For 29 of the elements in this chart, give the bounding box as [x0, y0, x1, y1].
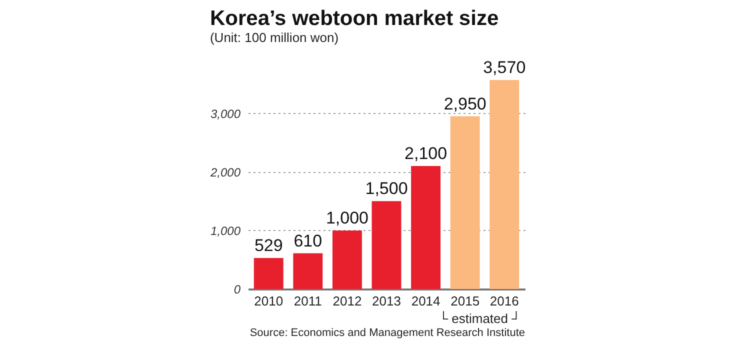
bar [332, 230, 362, 289]
bar [293, 253, 323, 289]
x-tick-label: 2015 [450, 294, 480, 308]
bar [490, 80, 520, 289]
bar [411, 166, 441, 289]
y-tick-label: 3,000 [210, 106, 241, 121]
y-tick-label: 0 [234, 282, 241, 296]
x-tick-label: 2014 [411, 294, 440, 308]
bar [450, 116, 480, 289]
x-tick-label: 2016 [490, 294, 519, 308]
x-tick-label: 2011 [294, 294, 322, 308]
x-tick-label: 2013 [372, 294, 401, 308]
source-note: Source: Economics and Management Research Institute [250, 327, 525, 339]
chart-title: Korea’s webtoon market size [210, 7, 499, 30]
data-label: 3,570 [483, 58, 526, 77]
data-label: 1,500 [365, 179, 408, 198]
chart-subtitle: (Unit: 100 million won) [210, 30, 339, 45]
data-label: 610 [294, 231, 322, 250]
data-label: 529 [254, 236, 283, 256]
bar [254, 258, 284, 289]
x-tick-label: 2012 [332, 294, 362, 308]
x-tick-label: 2010 [254, 294, 284, 308]
data-label: 2,950 [444, 94, 486, 114]
y-tick-label: 2,000 [209, 165, 241, 180]
text: └ estimated ┘ [438, 311, 521, 326]
y-tick-label: 1,000 [210, 224, 241, 238]
bar [372, 201, 402, 289]
data-label: 1,000 [326, 208, 368, 228]
data-label: 2,100 [404, 144, 448, 164]
